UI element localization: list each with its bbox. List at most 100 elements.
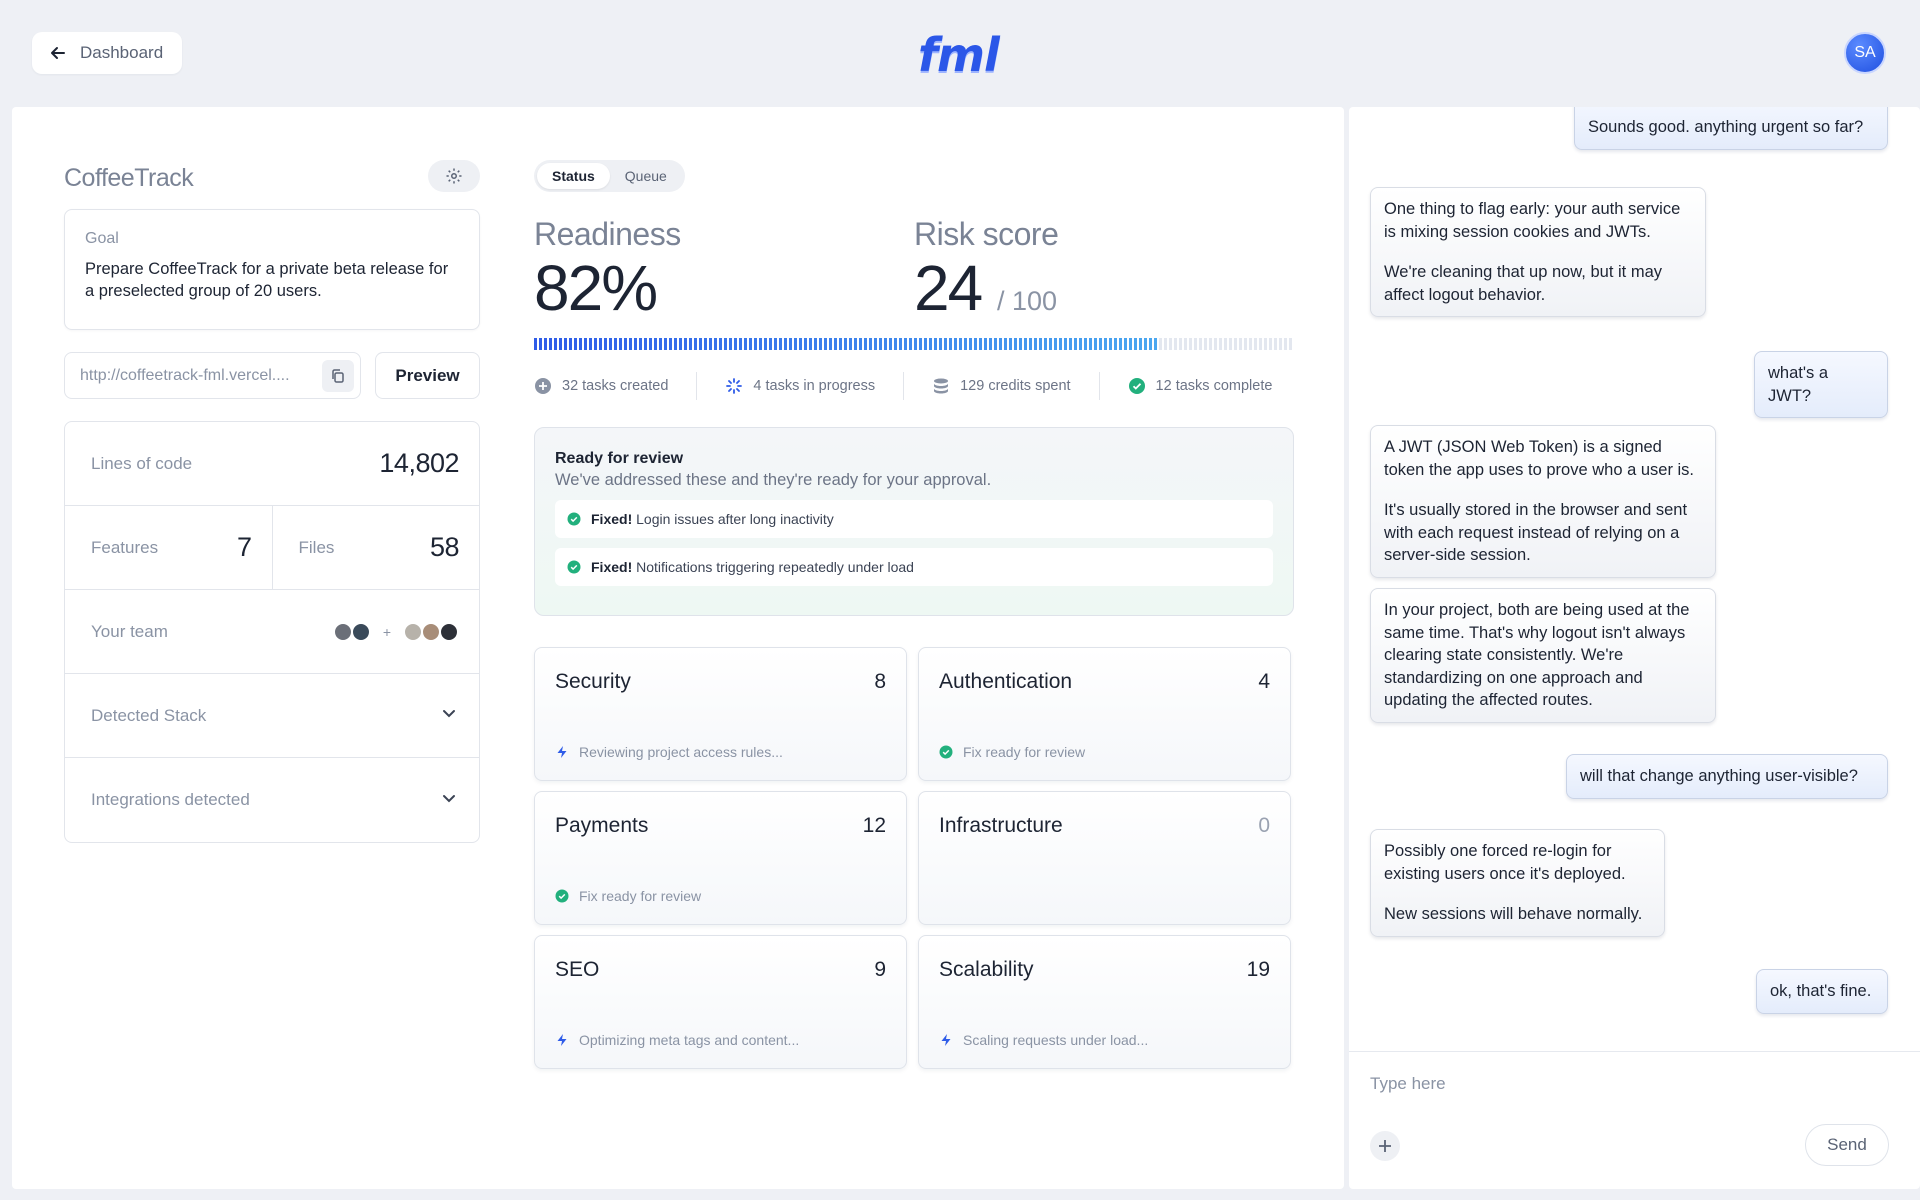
ready-for-review-card: Ready for review We've addressed these a… (534, 427, 1294, 616)
check-circle-icon (939, 745, 953, 759)
message-text: One thing to flag early: your auth servi… (1384, 200, 1681, 241)
chat-message-assistant: One thing to flag early: your auth servi… (1370, 187, 1706, 317)
team-member-avatar (403, 621, 423, 642)
back-to-dashboard-button[interactable]: Dashboard (32, 32, 182, 74)
project-sidebar: CoffeeTrack Goal Prepare CoffeeTrack for… (64, 157, 480, 843)
send-button[interactable]: Send (1805, 1124, 1889, 1166)
goal-text: Prepare CoffeeTrack for a private beta r… (85, 260, 449, 300)
integrations-row[interactable]: Integrations detected (65, 758, 479, 842)
team-member-avatar (332, 621, 353, 642)
team-row: Your team + (65, 590, 479, 674)
category-card-infrastructure[interactable]: Infrastructure 0 (918, 791, 1291, 925)
review-item-prefix: Fixed! (591, 559, 633, 575)
copy-url-button[interactable] (322, 359, 354, 392)
team-avatars[interactable]: + (332, 621, 459, 642)
check-circle-icon (1128, 378, 1145, 394)
review-item[interactable]: Fixed! Notifications triggering repeated… (555, 548, 1273, 586)
attach-plus-button[interactable] (1370, 1131, 1400, 1161)
chat-message-user: will that change anything user-visible? (1566, 754, 1888, 799)
back-label: Dashboard (80, 43, 164, 62)
message-text: what's a JWT? (1768, 364, 1829, 405)
chat-message-assistant: In your project, both are being used at … (1370, 588, 1716, 723)
files-cell: Files 58 (271, 506, 480, 589)
review-item[interactable]: Fixed! Login issues after long inactivit… (555, 500, 1273, 538)
top-bar: Dashboard fml SA (0, 0, 1920, 106)
user-avatar[interactable]: SA (1844, 32, 1886, 74)
credits-spent-stat: 129 credits spent (932, 377, 1071, 395)
plus-icon (1379, 1140, 1391, 1152)
project-url-field[interactable]: http://coffeetrack-fml.vercel.... (64, 352, 361, 399)
risk-label: Risk score (914, 216, 1059, 252)
detected-stack-row[interactable]: Detected Stack (65, 674, 479, 758)
lines-of-code-label: Lines of code (91, 453, 193, 473)
message-text: It's usually stored in the browser and s… (1384, 501, 1688, 564)
tab-queue[interactable]: Queue (624, 168, 667, 184)
category-count: 12 (862, 814, 886, 837)
preview-button[interactable]: Preview (375, 352, 480, 399)
category-status: Scaling requests under load... (939, 1032, 1148, 1048)
status-panel: Status Queue Readiness 82% Risk score 24… (534, 160, 1294, 1069)
bolt-icon (557, 746, 567, 758)
task-stats: 32 tasks created 4 tasks in progress 129… (534, 371, 1294, 401)
bolt-icon (941, 1034, 951, 1046)
risk-max: / 100 (996, 286, 1058, 316)
review-subtitle: We've addressed these and they're ready … (555, 471, 992, 489)
bolt-icon (557, 1034, 567, 1046)
chat-message-assistant: Possibly one forced re-login for existin… (1370, 829, 1665, 937)
category-grid: Security 8 Reviewing project access rules… (534, 647, 1294, 1069)
integrations-label: Integrations detected (91, 790, 250, 809)
files-value: 58 (429, 532, 460, 562)
credits-spent-text: 129 credits spent (960, 378, 1071, 394)
team-label: Your team (91, 621, 168, 641)
message-text: Sounds good. anything urgent so far? (1588, 118, 1864, 136)
main-panel: CoffeeTrack Goal Prepare CoffeeTrack for… (12, 107, 1344, 1189)
chevron-down-icon[interactable] (439, 788, 459, 813)
readiness-label: Readiness (534, 216, 681, 252)
tasks-created-text: 32 tasks created (562, 378, 669, 394)
category-card-security[interactable]: Security 8 Reviewing project access rules… (534, 647, 907, 781)
category-card-authentication[interactable]: Authentication 4 Fix ready for review (918, 647, 1291, 781)
app-logo[interactable]: fml (918, 28, 1000, 82)
category-card-scalability[interactable]: Scalability 19 Scaling requests under loa… (918, 935, 1291, 1069)
review-title: Ready for review (555, 450, 684, 467)
project-settings-button[interactable] (428, 160, 480, 192)
project-url: http://coffeetrack-fml.vercel.... (80, 366, 290, 384)
category-count: 8 (874, 670, 886, 693)
review-item-prefix: Fixed! (591, 511, 633, 527)
message-text: ok, that's fine. (1770, 982, 1872, 1000)
team-member-avatar (421, 621, 441, 642)
category-name: Payments (555, 814, 649, 837)
message-text: In your project, both are being used at … (1384, 601, 1690, 709)
message-text: will that change anything user-visible? (1580, 767, 1858, 785)
category-name: Scalability (939, 958, 1034, 981)
tab-status[interactable]: Status (537, 163, 610, 189)
team-member-avatar (439, 621, 459, 642)
readiness-metric: Readiness 82% (534, 216, 914, 326)
goal-card: Goal Prepare CoffeeTrack for a private b… (64, 209, 480, 330)
category-card-payments[interactable]: Payments 12 Fix ready for review (534, 791, 907, 925)
features-cell: Features 7 (65, 506, 272, 589)
check-circle-icon (567, 512, 581, 526)
risk-metric: Risk score 24 / 100 (914, 216, 1294, 326)
chat-message-assistant: A JWT (JSON Web Token) is a signed token… (1370, 425, 1716, 578)
category-name: Authentication (939, 670, 1073, 693)
readiness-progress-bar (534, 338, 1294, 350)
check-circle-icon (555, 889, 569, 903)
chat-message-user: what's a JWT? (1754, 351, 1888, 418)
category-status-text: Optimizing meta tags and content... (579, 1032, 800, 1048)
files-label: Files (298, 537, 335, 557)
tasks-complete-text: 12 tasks complete (1155, 378, 1273, 394)
chat-input[interactable]: Type here (1370, 1074, 1446, 1093)
category-status: Fix ready for review (939, 744, 1085, 760)
category-count: 9 (874, 958, 886, 981)
lines-of-code-value: 14,802 (379, 448, 459, 478)
category-card-seo[interactable]: SEO 9 Optimizing meta tags and content... (534, 935, 907, 1069)
detected-stack-label: Detected Stack (91, 705, 207, 725)
chevron-down-icon[interactable] (439, 703, 459, 728)
plus-circle-icon (535, 378, 551, 394)
divider (696, 372, 698, 400)
database-icon (934, 378, 949, 394)
features-files-row: Features 7 Files 58 (65, 506, 479, 590)
metrics: Readiness 82% Risk score 24 / 100 (534, 216, 1294, 326)
category-status: Reviewing project access rules... (555, 744, 783, 760)
